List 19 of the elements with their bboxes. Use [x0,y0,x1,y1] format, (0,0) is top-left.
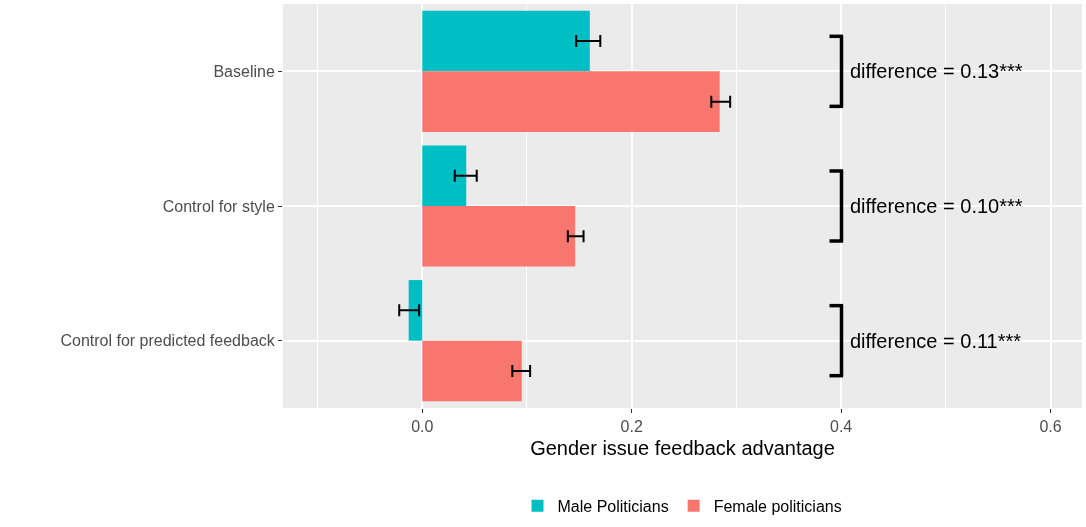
bar [422,71,720,132]
bar [422,206,576,267]
bar [408,280,423,341]
annotation: difference = 0.10*** [850,195,1023,217]
y-tick-label: Control for style [162,197,275,215]
bar [422,145,467,206]
legend-label: Male Politicians [557,497,669,515]
x-axis-title: Gender issue feedback advantage [530,436,835,459]
annotation: difference = 0.11*** [850,330,1022,352]
x-tick-label: 0.4 [830,418,853,436]
annotation: difference = 0.13*** [850,60,1023,82]
y-tick-label: Control for predicted feedback [60,332,276,350]
bar [422,10,590,72]
x-tick-label: 0.0 [411,418,434,436]
legend-label: Female politicians [713,497,842,515]
bar [422,340,522,402]
x-tick-label: 0.6 [1039,418,1062,436]
y-tick-label: Baseline [213,62,275,80]
x-tick-label: 0.2 [620,418,643,436]
